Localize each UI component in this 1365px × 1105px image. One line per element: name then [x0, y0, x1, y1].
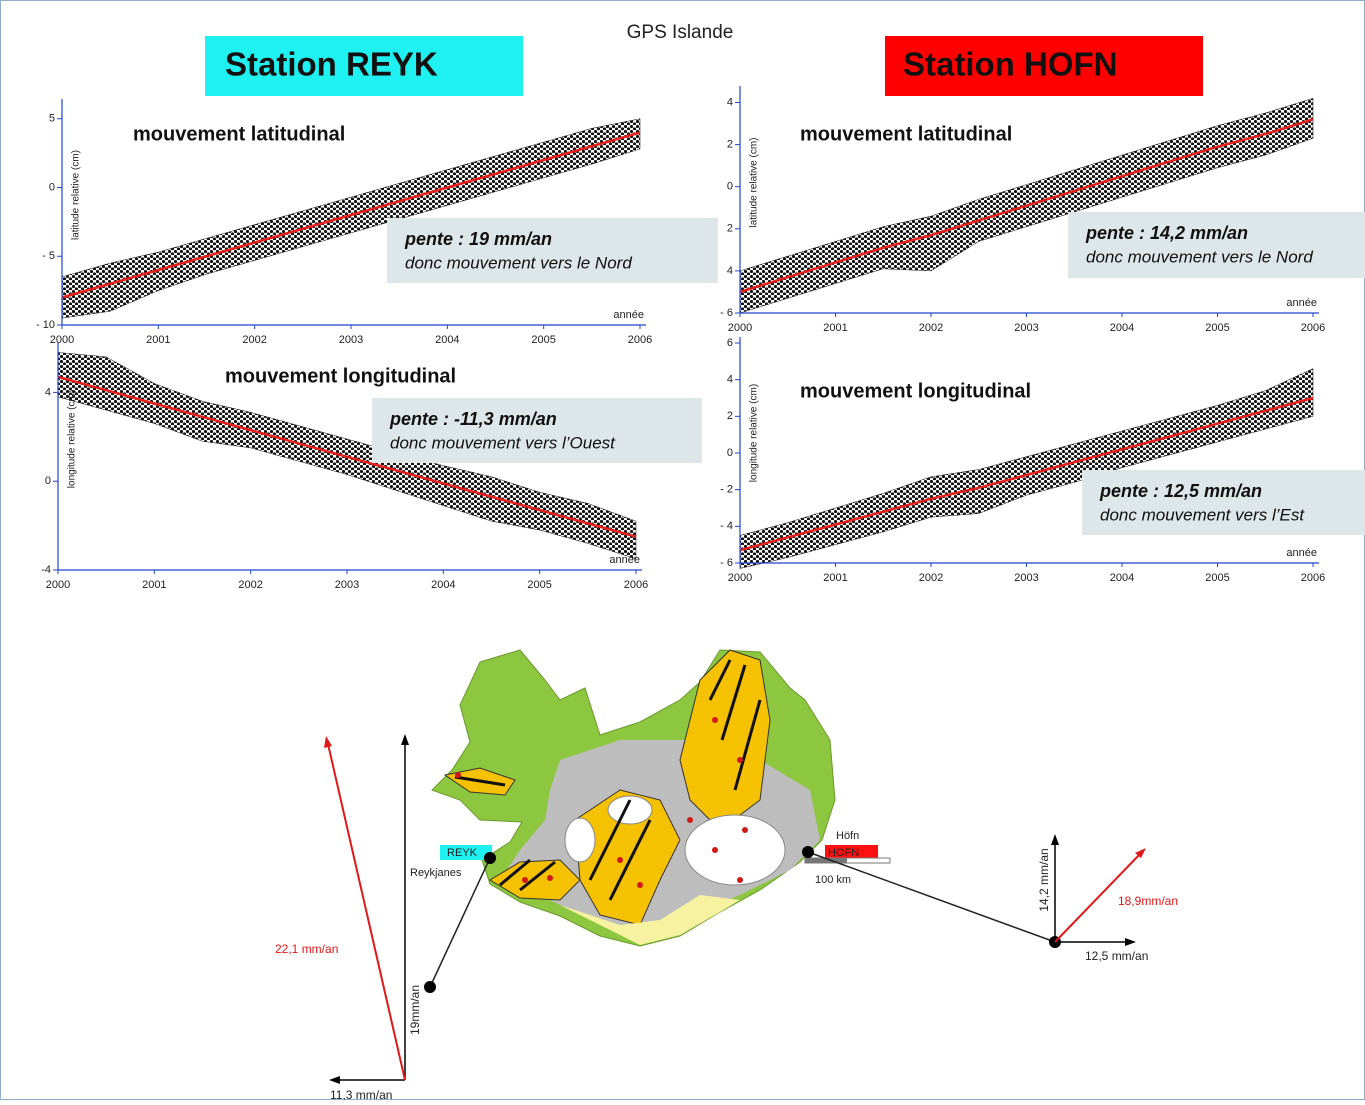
- x-tick-label: 2000: [46, 579, 70, 591]
- map: REYK Reykjanes HOFN Höfn 100 km 22,1 mm/…: [275, 650, 1178, 1100]
- y-tick-label: - 10: [36, 319, 55, 331]
- y-axis-label: latitude relative (cm): [749, 137, 760, 227]
- annotation: pente : 12,5 mm/an: [1099, 481, 1262, 501]
- y-tick-label: - 6: [720, 307, 733, 319]
- y-tick-label: - 6: [720, 557, 733, 569]
- x-tick-label: 2004: [435, 334, 459, 346]
- station-label: REYK: [447, 847, 478, 859]
- y-axis-label: longitude relative (cm): [749, 384, 760, 482]
- annotation: donc mouvement vers l’Ouest: [390, 433, 616, 452]
- x-tick-label: 2001: [146, 334, 170, 346]
- x-tick-label: 2006: [1301, 322, 1325, 334]
- annotation: donc mouvement vers le Nord: [405, 253, 632, 272]
- annotation: donc mouvement vers l’Est: [1100, 505, 1305, 524]
- y-axis-label: latitude relative (cm): [71, 150, 82, 240]
- x-tick-label: 2000: [50, 334, 74, 346]
- page-title: GPS Islande: [627, 22, 734, 43]
- x-tick-label: 2004: [1110, 322, 1134, 334]
- y-tick-label: 4: [727, 96, 733, 108]
- chart-title: mouvement latitudinal: [133, 123, 345, 145]
- station-dot: [484, 852, 496, 864]
- glacier: [685, 815, 785, 885]
- y-tick-label: - 5: [42, 250, 55, 262]
- station-dot: [802, 846, 814, 858]
- x-tick-label: 2006: [1301, 572, 1325, 584]
- x-tick-label: 2005: [527, 579, 551, 591]
- vector-label: 12,5 mm/an: [1085, 949, 1148, 963]
- x-tick-label: 2002: [919, 322, 943, 334]
- x-tick-label: 2005: [1205, 572, 1229, 584]
- x-tick-label: 2004: [1110, 572, 1134, 584]
- chart-title: mouvement latitudinal: [800, 123, 1012, 145]
- x-tick-label: 2003: [1014, 322, 1038, 334]
- x-tick-label: 2006: [624, 579, 648, 591]
- chart: -4 0 4 2000 2001 2002 2003 2004 2005 2006 année lon…: [41, 342, 702, 591]
- vector-label: 18,9mm/an: [1118, 894, 1178, 908]
- station-label: HOFN: [828, 847, 859, 859]
- y-tick-label: 2: [727, 223, 733, 235]
- x-axis-label: année: [1286, 547, 1317, 559]
- annotation-box: [372, 398, 702, 463]
- annotation-box: [387, 218, 718, 283]
- vector-label: 19mm/an: [408, 985, 422, 1035]
- station-header: Station REYK: [225, 46, 438, 83]
- place-label: Höfn: [836, 830, 859, 842]
- x-tick-label: 2001: [823, 572, 847, 584]
- x-tick-label: 2000: [728, 572, 752, 584]
- chart: - 10 - 5 0 5 2000 2001 2002 2003 2004 2005 2006 ann…: [36, 99, 718, 346]
- y-tick-label: 6: [727, 337, 733, 349]
- annotation: pente : 19 mm/an: [404, 229, 552, 249]
- x-axis-label: année: [609, 554, 640, 566]
- x-tick-label: 2002: [238, 579, 262, 591]
- y-tick-label: 4: [45, 386, 51, 398]
- x-tick-label: 2001: [142, 579, 166, 591]
- x-tick-label: 2004: [431, 579, 455, 591]
- y-tick-label: 0: [727, 181, 733, 193]
- y-tick-label: 0: [45, 475, 51, 487]
- x-tick-label: 2003: [1014, 572, 1038, 584]
- y-tick-label: 4: [727, 374, 733, 386]
- y-tick-label: 5: [49, 113, 55, 125]
- y-axis-label: longitude relative (cm): [67, 390, 78, 488]
- x-tick-label: 2001: [823, 322, 847, 334]
- x-tick-label: 2003: [339, 334, 363, 346]
- y-tick-label: 2: [727, 410, 733, 422]
- vector-label: 14,2 mm/an: [1037, 848, 1051, 911]
- y-tick-label: -4: [41, 564, 51, 576]
- y-tick-label: 4: [727, 265, 733, 277]
- x-axis-label: année: [613, 309, 644, 321]
- annotation: pente : 14,2 mm/an: [1085, 223, 1248, 243]
- x-tick-label: 2006: [628, 334, 652, 346]
- x-tick-label: 2005: [1205, 322, 1229, 334]
- y-tick-label: - 4: [720, 520, 733, 532]
- y-tick-label: 0: [49, 181, 55, 193]
- x-tick-label: 2002: [919, 572, 943, 584]
- connector: [808, 852, 1055, 942]
- x-tick-label: 2000: [728, 322, 752, 334]
- y-tick-label: - 2: [720, 484, 733, 496]
- x-tick-label: 2003: [335, 579, 359, 591]
- y-tick-label: 2: [727, 139, 733, 151]
- annotation: pente : -11,3 mm/an: [389, 409, 557, 429]
- vector-label: 11,3 mm/an: [330, 1088, 392, 1100]
- chart: - 6 - 4 - 2 0 2 4 6 2000 2001 2002 2003 2004 2005 200…: [720, 337, 1365, 584]
- volcanic-zone: [680, 650, 770, 830]
- chart-title: mouvement longitudinal: [800, 380, 1031, 402]
- x-tick-label: 2005: [531, 334, 555, 346]
- vector-label: 22,1 mm/an: [275, 942, 338, 956]
- annotation: donc mouvement vers le Nord: [1086, 247, 1313, 266]
- annotation-box: [1082, 470, 1365, 535]
- page: GPS Islande Station REYK Station HOFN RE…: [0, 0, 1365, 1100]
- scale-label: 100 km: [815, 874, 851, 886]
- chart-title: mouvement longitudinal: [225, 365, 456, 387]
- y-tick-label: 0: [727, 447, 733, 459]
- place-label: Reykjanes: [410, 867, 462, 879]
- chart: - 6 4 2 0 2 4 2000 2001 2002 2003 2004 2005 2006 anné…: [720, 86, 1365, 334]
- station-header: Station HOFN: [903, 46, 1117, 83]
- glacier: [565, 818, 595, 862]
- station-dot: [424, 981, 436, 993]
- x-axis-label: année: [1286, 297, 1317, 309]
- x-tick-label: 2002: [242, 334, 266, 346]
